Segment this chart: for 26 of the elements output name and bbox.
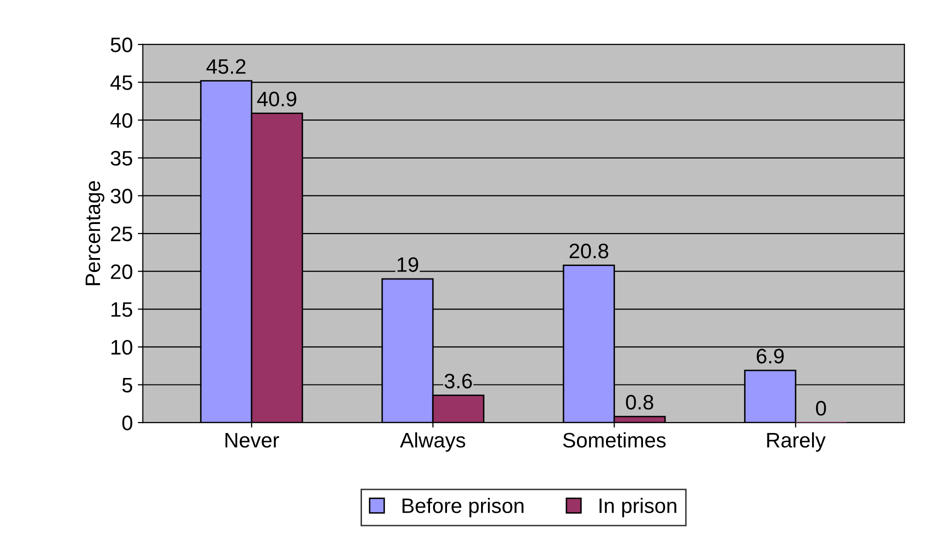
x-tick-label: Never [226, 433, 280, 448]
y-tick-label: 10 [111, 340, 132, 355]
y-tick-label: 30 [110, 188, 132, 204]
data-label: 45.2 [206, 59, 246, 74]
x-tick-label: Always [400, 432, 466, 452]
x-tick-label: Rarely [767, 432, 826, 452]
data-label: 19 [398, 257, 418, 272]
data-label: 3.6 [444, 374, 472, 388]
y-tick-label: 0 [122, 416, 132, 430]
y-tick-label: 5 [122, 378, 132, 393]
legend-label: Before prison [402, 498, 524, 518]
y-tick-label: 15 [111, 302, 132, 317]
data-label: 40.9 [257, 92, 296, 106]
y-tick-label: 50 [110, 37, 132, 52]
data-label: 20.8 [570, 244, 608, 258]
y-axis-title: Percentage [86, 181, 104, 286]
y-tick-label: 40 [110, 113, 132, 128]
y-tick-label: 20 [110, 264, 132, 280]
data-label: 6.9 [756, 348, 784, 364]
y-tick-label: 45 [110, 76, 132, 90]
data-label: 0 [816, 400, 826, 416]
legend-label: In prison [600, 498, 676, 518]
y-tick-label: 35 [110, 150, 132, 166]
x-tick-label: Sometimes [563, 432, 666, 448]
y-tick-label: 25 [110, 226, 132, 242]
data-label: 0.8 [626, 394, 654, 410]
